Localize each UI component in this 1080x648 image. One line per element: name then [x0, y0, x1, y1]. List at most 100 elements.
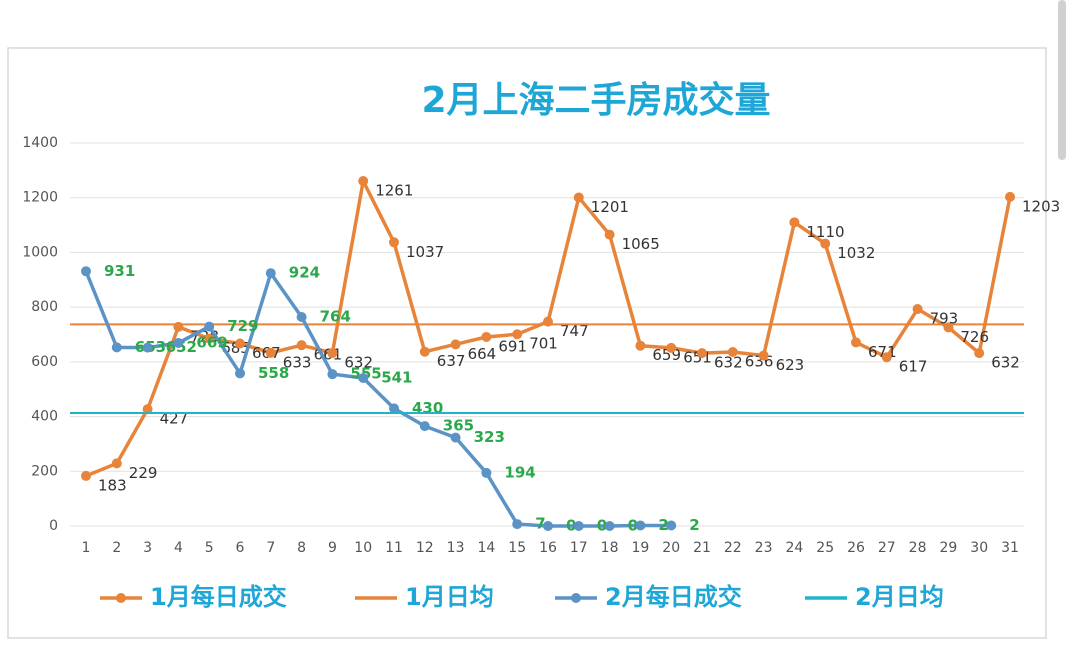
- data-point: [881, 352, 892, 363]
- y-tick-label: 1400: [22, 135, 58, 151]
- data-label: 726: [960, 328, 989, 346]
- data-point: [265, 347, 276, 358]
- data-point: [81, 470, 91, 481]
- x-tick-label: 22: [724, 540, 742, 556]
- data-point: [543, 521, 553, 531]
- x-tick-label: 31: [1001, 540, 1019, 556]
- data-label: 2: [658, 516, 668, 534]
- data-point: [389, 403, 399, 414]
- data-label: 1110: [806, 223, 844, 241]
- x-tick-label: 7: [266, 540, 275, 556]
- data-label: 764: [320, 307, 351, 325]
- y-tick-label: 800: [31, 299, 58, 315]
- data-label: 701: [529, 335, 558, 353]
- data-point: [789, 217, 800, 228]
- data-label: 1261: [375, 182, 413, 200]
- data-label: 1065: [622, 235, 660, 253]
- x-tick-label: 10: [354, 540, 372, 556]
- data-point: [419, 346, 430, 357]
- legend-marker: [571, 593, 581, 603]
- x-tick-label: 26: [847, 540, 865, 556]
- x-tick-label: 23: [755, 540, 773, 556]
- data-label: 430: [412, 399, 443, 417]
- data-label: 183: [98, 476, 127, 494]
- data-label: 617: [899, 358, 928, 376]
- data-point: [296, 311, 307, 322]
- data-label: 931: [104, 262, 135, 280]
- chart-title: 2月上海二手房成交量: [421, 79, 770, 121]
- data-point: [604, 229, 615, 240]
- x-tick-label: 9: [328, 540, 337, 556]
- x-tick-label: 8: [297, 540, 306, 556]
- data-point: [1005, 191, 1015, 202]
- x-tick-label: 16: [539, 540, 557, 556]
- x-tick-label: 1: [82, 540, 91, 556]
- data-label: 541: [381, 368, 412, 386]
- data-point: [974, 348, 985, 359]
- x-tick-label: 18: [601, 540, 619, 556]
- data-point: [142, 404, 153, 415]
- series-line: [84, 270, 672, 528]
- data-label: 637: [437, 352, 466, 370]
- data-label: 691: [498, 337, 527, 355]
- data-label: 729: [227, 317, 258, 335]
- data-point: [358, 372, 369, 383]
- data-point: [296, 340, 307, 351]
- data-point: [635, 340, 646, 351]
- x-tick-label: 12: [416, 540, 434, 556]
- data-label: 1032: [837, 244, 875, 262]
- data-point: [327, 348, 338, 359]
- data-label: 669: [196, 333, 227, 351]
- data-point: [173, 337, 184, 348]
- legend-label: 2月日均: [855, 583, 944, 611]
- data-point: [820, 238, 831, 249]
- x-tick-label: 4: [174, 540, 183, 556]
- data-label: 633: [283, 353, 312, 371]
- y-tick-label: 1000: [22, 244, 58, 260]
- data-point: [389, 237, 399, 248]
- x-tick-label: 20: [662, 540, 680, 556]
- data-point: [142, 342, 153, 353]
- x-tick-label: 29: [939, 540, 957, 556]
- data-label: 1203: [1022, 197, 1060, 215]
- data-label: 632: [344, 354, 373, 372]
- data-point: [481, 331, 492, 342]
- x-tick-label: 5: [205, 540, 214, 556]
- y-tick-label: 1200: [22, 190, 58, 206]
- data-point: [912, 304, 923, 315]
- data-point: [265, 268, 276, 279]
- data-label: 323: [474, 428, 505, 446]
- data-label: 0: [597, 517, 607, 535]
- data-point: [604, 521, 615, 531]
- x-tick-label: 15: [508, 540, 526, 556]
- x-tick-label: 21: [693, 540, 711, 556]
- data-label: 632: [991, 354, 1020, 372]
- data-label: 427: [160, 410, 189, 428]
- data-label: 365: [443, 417, 474, 435]
- x-tick-label: 17: [570, 540, 588, 556]
- y-tick-label: 600: [31, 354, 58, 370]
- legend-label: 1月日均: [405, 583, 494, 611]
- data-label: 664: [468, 345, 497, 363]
- data-point: [635, 520, 646, 531]
- data-point: [235, 338, 245, 349]
- data-label: 793: [930, 310, 959, 328]
- legend-marker: [116, 593, 126, 603]
- data-point: [573, 192, 584, 203]
- data-point: [235, 368, 245, 379]
- data-point: [358, 176, 369, 187]
- scrollbar: [1058, 0, 1066, 160]
- data-point: [204, 333, 215, 344]
- data-point: [573, 521, 584, 531]
- data-point: [851, 337, 861, 348]
- data-label: 558: [258, 364, 289, 382]
- data-point: [111, 458, 122, 469]
- data-point: [450, 339, 461, 350]
- data-point: [666, 342, 677, 353]
- data-point: [419, 421, 430, 432]
- data-point: [512, 519, 523, 530]
- data-point: [450, 432, 461, 443]
- data-point: [204, 321, 215, 332]
- x-tick-label: 24: [785, 540, 803, 556]
